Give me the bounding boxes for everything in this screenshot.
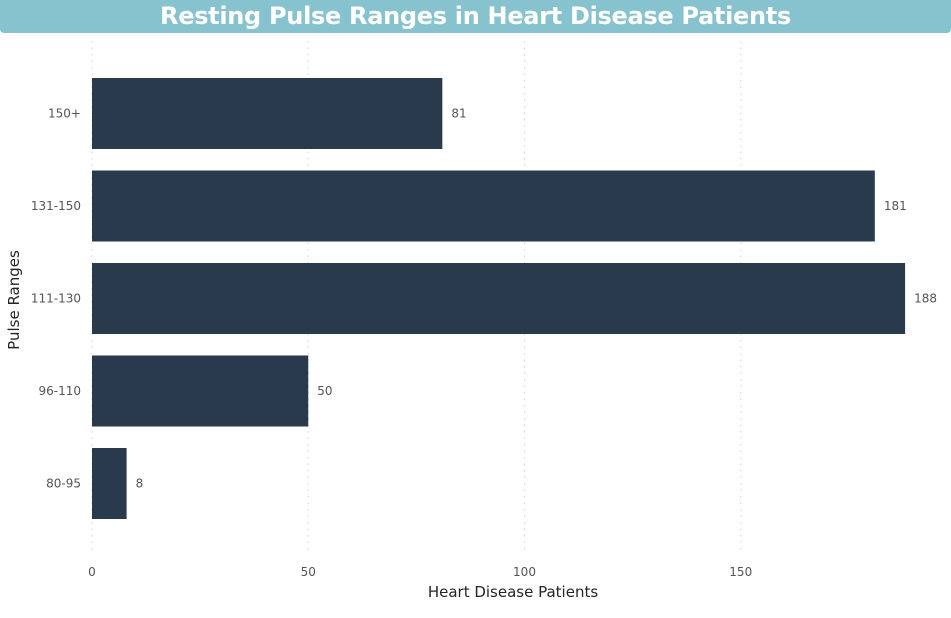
y-tick-label: 96-110	[38, 384, 81, 398]
y-tick-label: 80-95	[46, 477, 81, 491]
x-tick-label: 50	[301, 565, 316, 579]
y-tick-label: 150+	[48, 107, 81, 121]
y-axis-ticks: 150+ 131-150 111-130 96-110 80-95	[31, 107, 81, 491]
x-axis-ticks: 0 50 100 150	[88, 565, 752, 579]
y-tick-label: 131-150	[31, 199, 81, 213]
chart-title-bar: Resting Pulse Ranges in Heart Disease Pa…	[0, 0, 951, 33]
bar-value-label: 8	[136, 477, 144, 491]
y-tick-label: 111-130	[31, 292, 81, 306]
chart-title: Resting Pulse Ranges in Heart Disease Pa…	[160, 2, 791, 30]
x-axis-title: Heart Disease Patients	[428, 583, 599, 601]
x-tick-label: 0	[88, 565, 96, 579]
x-tick-label: 150	[729, 565, 752, 579]
bar-value-label: 181	[884, 199, 907, 213]
y-axis-title: Pulse Ranges	[5, 250, 23, 350]
data-labels: 81 181 188 50 8	[136, 107, 937, 491]
bar[interactable]	[92, 78, 443, 149]
bars	[92, 78, 906, 519]
bar[interactable]	[92, 170, 875, 242]
bar-value-label: 50	[317, 384, 332, 398]
bar-chart: 81 181 188 50 8 150+ 131-150 111-130 96-110 80-9…	[5, 41, 937, 601]
bar[interactable]	[92, 448, 127, 519]
bar-value-label: 81	[451, 107, 466, 121]
bar[interactable]	[92, 263, 906, 334]
bar[interactable]	[92, 355, 309, 427]
x-tick-label: 100	[513, 565, 536, 579]
bar-value-label: 188	[914, 292, 937, 306]
